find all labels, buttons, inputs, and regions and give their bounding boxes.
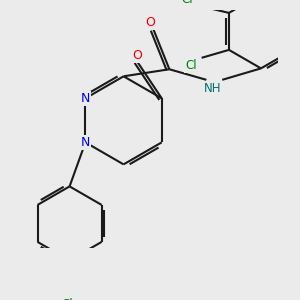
Text: N: N — [81, 136, 90, 149]
Text: Cl: Cl — [185, 59, 197, 72]
Text: N: N — [81, 92, 90, 105]
Text: Cl: Cl — [182, 0, 194, 6]
Text: NH: NH — [204, 82, 221, 95]
Text: O: O — [145, 16, 155, 29]
Text: O: O — [132, 49, 142, 62]
Text: Cl: Cl — [61, 298, 73, 300]
